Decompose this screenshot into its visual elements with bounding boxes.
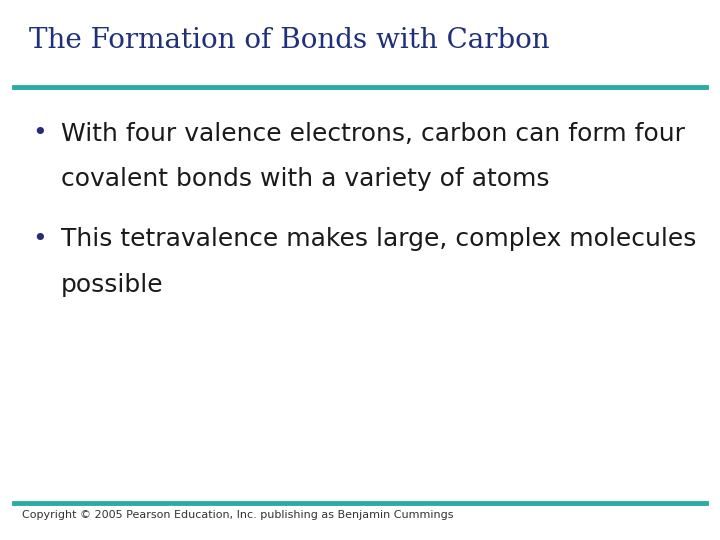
Text: With four valence electrons, carbon can form four: With four valence electrons, carbon can … bbox=[61, 122, 685, 145]
Text: The Formation of Bonds with Carbon: The Formation of Bonds with Carbon bbox=[29, 27, 549, 54]
Text: possible: possible bbox=[61, 273, 164, 296]
Text: •: • bbox=[32, 122, 47, 145]
Text: •: • bbox=[32, 227, 47, 251]
Text: Copyright © 2005 Pearson Education, Inc. publishing as Benjamin Cummings: Copyright © 2005 Pearson Education, Inc.… bbox=[22, 510, 453, 521]
Text: This tetravalence makes large, complex molecules: This tetravalence makes large, complex m… bbox=[61, 227, 696, 251]
Text: covalent bonds with a variety of atoms: covalent bonds with a variety of atoms bbox=[61, 167, 549, 191]
